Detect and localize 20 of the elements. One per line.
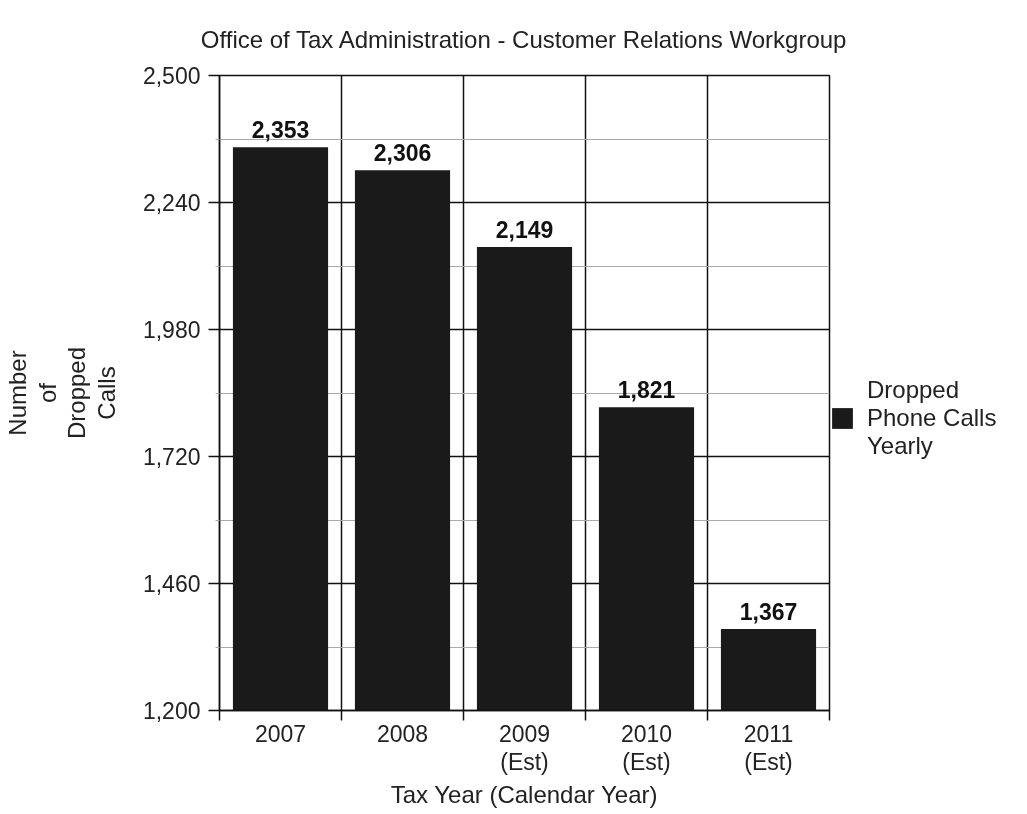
x-axis-title: Tax Year (Calendar Year): [390, 781, 658, 809]
x-tick-label: 2010 (Est): [620, 720, 673, 776]
y-tick-label: 1,460: [142, 571, 201, 597]
y-tick-label: 2,500: [142, 63, 201, 89]
data-label: 2,353: [251, 117, 310, 144]
x-tick-label: 2007: [254, 720, 307, 747]
y-tick-label: 1,980: [142, 317, 201, 343]
data-label: 2,149: [495, 216, 554, 243]
x-tick-label: 2008: [376, 720, 429, 747]
y-tick-label: 1,720: [142, 444, 201, 470]
legend-label: Dropped Phone Calls Yearly: [867, 376, 997, 460]
x-tick-label: 2011 (Est): [743, 720, 794, 776]
y-tick-label: 1,200: [142, 698, 201, 724]
y-tick-label: 2,240: [142, 190, 201, 216]
y-axis-title: Number of Dropped Calls: [3, 346, 120, 440]
data-label: 2,306: [373, 140, 432, 167]
data-label: 1,821: [617, 377, 676, 404]
x-tick-label: 2009 (Est): [498, 720, 551, 776]
data-label: 1,367: [739, 598, 798, 625]
chart-title: Office of Tax Administration - Customer Relations Workgroup: [200, 25, 847, 53]
